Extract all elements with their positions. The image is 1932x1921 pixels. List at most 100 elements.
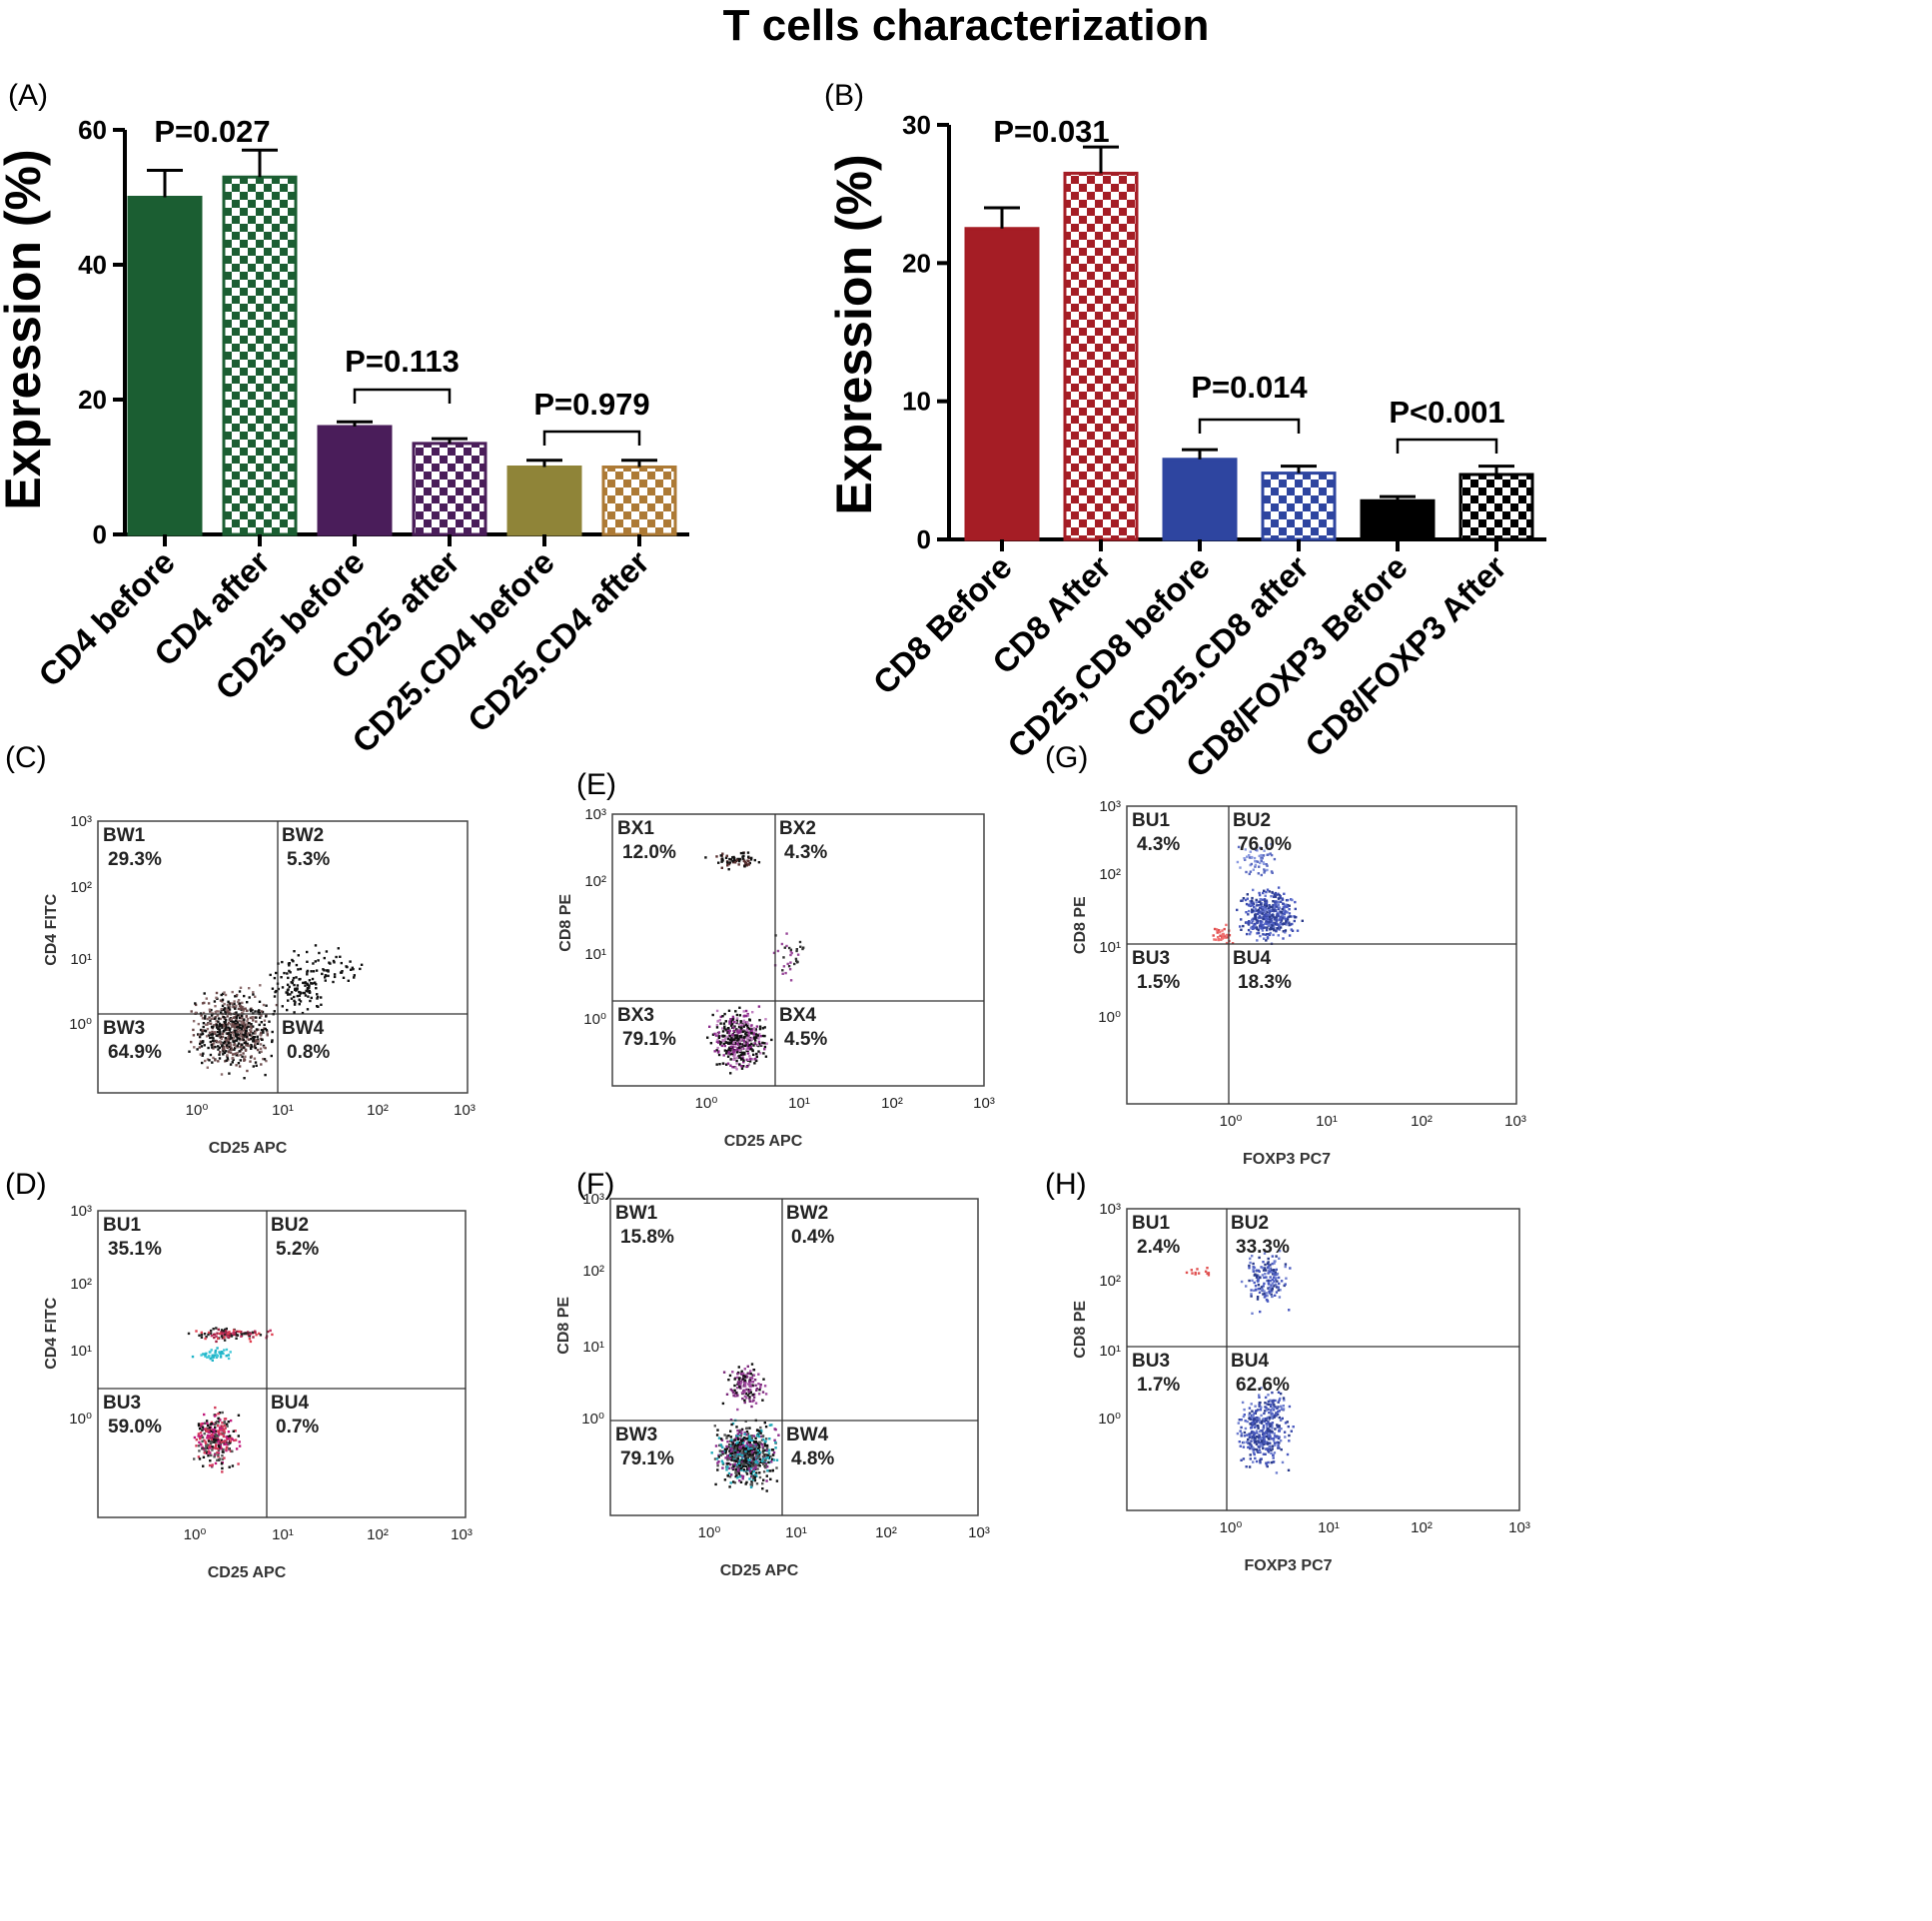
- event-dot: [748, 1453, 751, 1456]
- event-dot: [1251, 904, 1255, 907]
- event-dot: [254, 995, 257, 998]
- event-dot: [281, 960, 284, 964]
- event-dot: [237, 1027, 240, 1031]
- event-dot: [1262, 1452, 1266, 1455]
- event-dot: [264, 1073, 267, 1077]
- event-dot: [745, 864, 748, 867]
- event-dot: [254, 1010, 257, 1013]
- event-dot: [211, 1030, 214, 1034]
- event-dot: [742, 1010, 745, 1013]
- event-dot: [200, 1336, 204, 1339]
- event-dot: [1286, 1421, 1289, 1424]
- event-dot: [1276, 1272, 1280, 1276]
- event-dot: [801, 947, 804, 951]
- event-dot: [1225, 941, 1229, 945]
- event-dot: [229, 1333, 233, 1336]
- event-dot: [1267, 933, 1270, 936]
- event-dot: [713, 1457, 717, 1460]
- event-dot: [723, 1478, 727, 1481]
- event-dot: [1194, 1271, 1197, 1275]
- event-dot: [770, 1457, 774, 1460]
- event-dot: [753, 1042, 756, 1045]
- event-dot: [745, 1430, 749, 1434]
- event-dot: [1278, 912, 1281, 915]
- event-dot: [205, 1441, 208, 1445]
- event-dot: [761, 1487, 764, 1490]
- event-dot: [271, 1040, 274, 1044]
- event-dot: [1285, 920, 1288, 923]
- event-dot: [1259, 1276, 1262, 1280]
- event-dot: [722, 1042, 726, 1046]
- event-dot: [215, 996, 218, 999]
- x-tick-label: 10²: [875, 1524, 897, 1541]
- y-axis-label: CD4 FITC: [43, 893, 60, 965]
- event-dot: [1278, 1441, 1281, 1444]
- event-dot: [742, 1374, 745, 1378]
- event-dot: [748, 1437, 751, 1440]
- event-dot: [1289, 1267, 1292, 1270]
- event-dot: [206, 1422, 209, 1425]
- event-dot: [1250, 1417, 1254, 1421]
- event-dot: [757, 1435, 761, 1439]
- event-dot: [747, 1372, 750, 1376]
- event-dot: [755, 1451, 758, 1454]
- event-dot: [757, 1037, 760, 1040]
- event-dot: [227, 1026, 230, 1029]
- panel-label: (A): [8, 79, 48, 112]
- event-dot: [748, 1458, 751, 1461]
- event-dot: [1269, 1290, 1272, 1293]
- event-dot: [206, 1446, 209, 1449]
- event-dot: [200, 1434, 204, 1438]
- event-dot: [254, 1043, 257, 1046]
- event-dot: [741, 1045, 744, 1049]
- event-dot: [731, 1048, 734, 1051]
- event-dot: [745, 1014, 748, 1018]
- event-dot: [265, 1004, 268, 1007]
- y-tick-label: 10²: [70, 1276, 92, 1293]
- event-dot: [743, 1368, 746, 1371]
- event-dot: [221, 1454, 224, 1457]
- quadrant-name: BU4: [1233, 948, 1271, 969]
- event-dot: [1294, 907, 1297, 911]
- event-dot: [202, 1052, 205, 1055]
- event-dot: [1293, 919, 1296, 923]
- event-dot: [1254, 860, 1257, 863]
- event-dot: [1253, 1412, 1256, 1415]
- x-tick-label: 10²: [1411, 1113, 1433, 1130]
- y-tick-label: 10³: [584, 806, 606, 823]
- event-dot: [755, 1434, 759, 1438]
- event-dot: [1283, 892, 1286, 895]
- event-dot: [224, 1060, 227, 1063]
- event-dot: [724, 1451, 727, 1454]
- event-dot: [1259, 934, 1262, 938]
- event-dot: [204, 1030, 208, 1033]
- event-dot: [1278, 1257, 1281, 1260]
- event-dot: [1259, 924, 1262, 928]
- event-dot: [721, 1039, 724, 1043]
- event-dot: [220, 1331, 223, 1334]
- event-dot: [213, 1336, 216, 1340]
- event-dot: [1245, 902, 1249, 906]
- event-dot: [1250, 1445, 1254, 1448]
- event-dot: [1278, 1425, 1281, 1429]
- panel-label: (D): [5, 1168, 47, 1201]
- event-dot: [273, 976, 277, 980]
- event-dot: [742, 851, 745, 855]
- event-dot: [1274, 1406, 1277, 1409]
- event-dot: [1252, 1446, 1255, 1449]
- event-dot: [1249, 1423, 1252, 1426]
- event-dot: [297, 968, 300, 971]
- event-dot: [755, 1055, 758, 1059]
- event-dot: [752, 1459, 755, 1463]
- event-dot: [1271, 1290, 1274, 1293]
- event-dot: [757, 1444, 761, 1447]
- event-dot: [1265, 919, 1268, 923]
- event-dot: [1214, 938, 1218, 941]
- event-dot: [1261, 929, 1265, 932]
- event-dot: [751, 1058, 754, 1061]
- event-dot: [755, 1471, 758, 1474]
- event-dot: [1282, 930, 1285, 933]
- event-dot: [236, 1051, 239, 1055]
- event-dot: [728, 857, 731, 861]
- event-dot: [738, 1452, 741, 1455]
